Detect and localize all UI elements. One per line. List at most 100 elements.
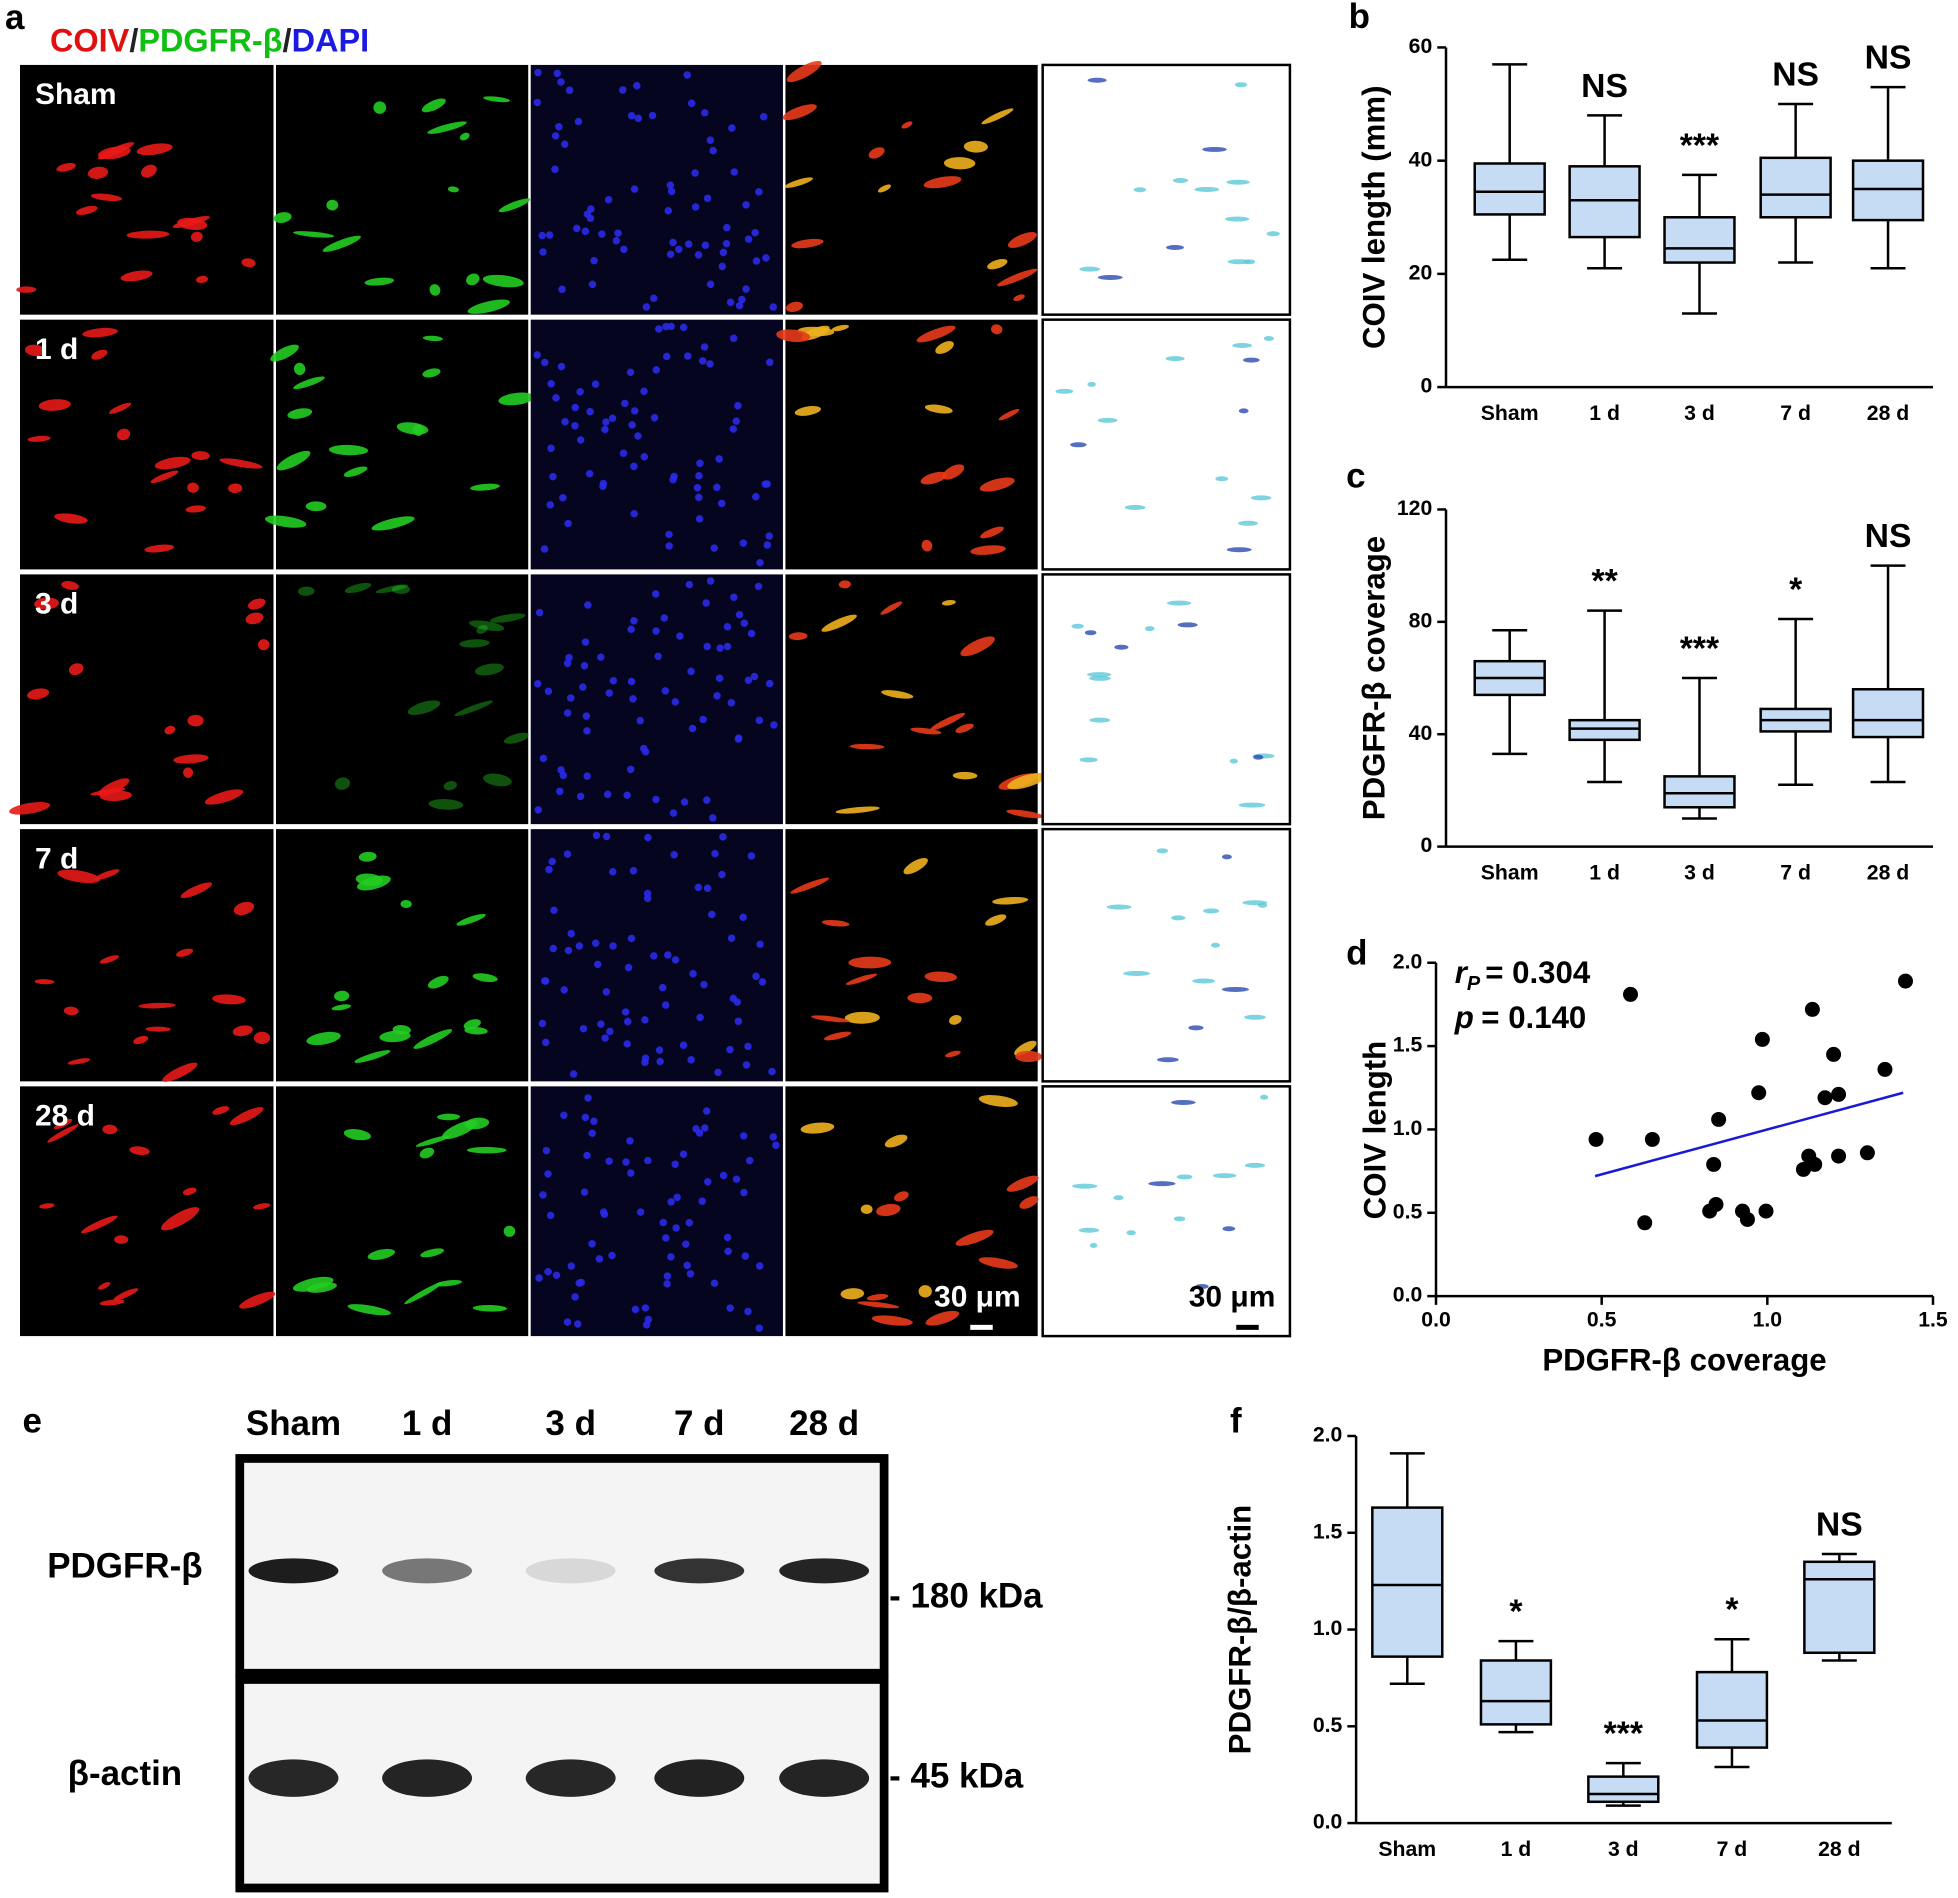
stain <box>247 598 266 610</box>
stain <box>57 869 101 884</box>
stain <box>664 206 673 215</box>
stain <box>686 1270 695 1278</box>
stain <box>715 455 723 463</box>
stain <box>844 1011 880 1024</box>
stain <box>903 857 928 875</box>
stain <box>963 140 988 153</box>
significance: NS <box>1772 55 1819 93</box>
stain <box>735 301 744 310</box>
stain <box>343 1129 371 1141</box>
stain <box>784 177 813 188</box>
stain <box>1126 1230 1136 1236</box>
stain <box>367 1248 395 1260</box>
stain <box>419 1147 435 1159</box>
significance: *** <box>1680 629 1720 667</box>
lane-label: 3 d <box>545 1404 596 1443</box>
stain <box>717 499 726 508</box>
stain <box>1148 1181 1176 1187</box>
stain <box>1097 417 1118 423</box>
stain <box>609 867 617 876</box>
stain <box>741 1252 750 1260</box>
stain <box>603 790 612 799</box>
stain <box>1221 854 1232 860</box>
panel-title: COIV/PDGFR-β/DAPI <box>50 22 369 58</box>
stain <box>447 186 459 193</box>
significance: ** <box>1591 562 1618 600</box>
stain <box>763 541 772 549</box>
y-tick-label: 20 <box>1409 261 1433 284</box>
point <box>1898 973 1913 989</box>
stain <box>747 852 756 860</box>
stain <box>641 1304 650 1312</box>
stain <box>658 983 667 992</box>
stain <box>756 1262 764 1270</box>
stain <box>644 1156 652 1165</box>
stain <box>535 608 544 617</box>
band <box>654 1759 745 1797</box>
y-tick-label: 0 <box>1420 375 1432 398</box>
stain <box>755 716 764 725</box>
stain <box>563 1318 572 1326</box>
stain <box>696 459 704 468</box>
stain <box>99 1299 125 1306</box>
stain <box>1244 1014 1266 1020</box>
micrograph <box>530 319 783 570</box>
stain <box>347 1304 391 1316</box>
stain <box>659 1218 667 1227</box>
x-tick-label: 3 d <box>1684 862 1715 885</box>
stain <box>588 1129 596 1137</box>
scale-bar-label: 30 μm <box>1189 1281 1276 1314</box>
stain <box>723 642 732 651</box>
stain <box>627 111 636 120</box>
stain <box>583 1151 591 1160</box>
stain <box>627 1169 635 1177</box>
x-tick-label: 7 d <box>1780 402 1811 425</box>
stain <box>652 590 660 598</box>
stain <box>629 866 638 875</box>
stain <box>998 408 1020 421</box>
point <box>1877 1061 1893 1077</box>
y-tick-label: 0 <box>1420 834 1432 857</box>
stain <box>791 238 824 249</box>
stain <box>94 869 120 881</box>
stain <box>626 1137 634 1145</box>
stat-part: P <box>1467 973 1481 995</box>
stain <box>253 1031 271 1044</box>
stain <box>556 787 564 796</box>
stain <box>547 380 555 388</box>
stain <box>734 401 742 410</box>
stain <box>685 580 694 589</box>
stain <box>413 1029 453 1049</box>
stat-part: = 0.140 <box>1481 1000 1586 1035</box>
stain <box>27 688 50 700</box>
stain <box>631 407 639 415</box>
stain <box>706 360 714 368</box>
stain <box>400 899 412 909</box>
stain <box>579 683 587 691</box>
y-tick-label: 40 <box>1409 148 1433 171</box>
stain <box>469 620 505 631</box>
stain <box>641 1058 649 1067</box>
x-tick-label: 3 d <box>1608 1838 1639 1861</box>
stain <box>630 617 638 625</box>
stain <box>687 1056 695 1064</box>
stain <box>482 274 524 288</box>
stain <box>649 294 658 303</box>
stain <box>636 1208 645 1216</box>
stain <box>618 86 627 94</box>
stain <box>732 417 740 425</box>
stain <box>584 1094 592 1102</box>
stain <box>1157 1057 1179 1063</box>
stain <box>474 663 504 676</box>
stain <box>835 806 880 814</box>
stain <box>498 392 535 406</box>
y-tick-label: 80 <box>1409 609 1433 632</box>
blot <box>235 1454 889 1678</box>
x-tick-label: 1 d <box>1589 862 1620 885</box>
stain <box>67 1058 91 1065</box>
stain <box>1210 942 1221 948</box>
stain <box>754 582 763 591</box>
stain <box>680 798 689 806</box>
point <box>1795 1161 1811 1177</box>
stain <box>476 624 488 634</box>
